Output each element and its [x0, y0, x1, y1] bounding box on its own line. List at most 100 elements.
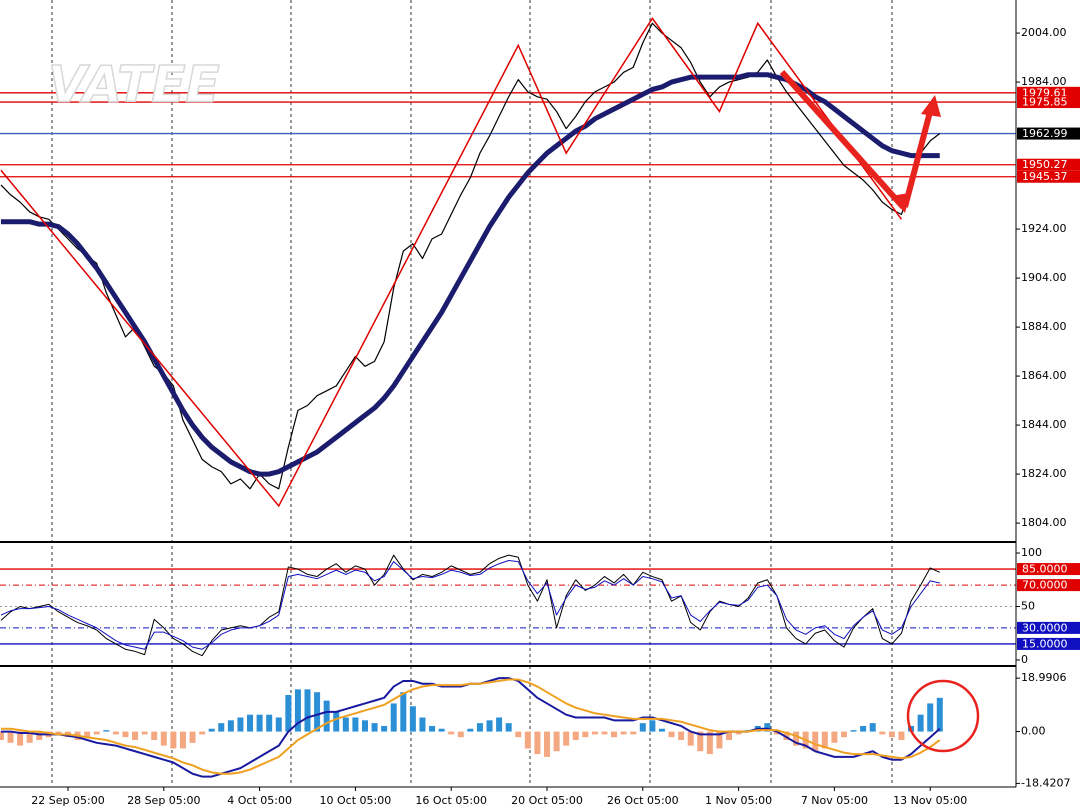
histogram-bar	[256, 714, 263, 732]
histogram-bar	[544, 731, 550, 757]
series-line	[0, 554, 940, 657]
y-tick-label: 1924.00	[1021, 222, 1067, 235]
histogram-bar	[821, 731, 828, 749]
histogram-bar	[850, 730, 857, 732]
histogram-bar	[831, 731, 838, 743]
zigzag-line	[0, 17, 903, 508]
histogram-bar	[429, 725, 436, 732]
histogram-bar	[668, 731, 675, 738]
histogram-bar	[170, 731, 177, 749]
histogram-bar	[840, 731, 847, 738]
plot: 1804.00 1824.00 1844.00 1864.00 1884.00 1904.…	[0, 17, 1080, 807]
histogram-bar	[294, 689, 301, 732]
histogram-bar	[486, 720, 493, 732]
histogram-bar	[611, 731, 618, 738]
histogram-bar	[515, 731, 522, 738]
histogram-bar	[812, 731, 819, 752]
histogram-bar	[467, 728, 474, 732]
histogram-bar	[352, 717, 359, 732]
histogram-bar	[936, 697, 943, 732]
level-box	[1017, 158, 1080, 171]
y-tick-label: 1824.00	[1021, 467, 1067, 480]
series-line	[0, 560, 940, 650]
x-tick-label: 16 Oct 05:00	[415, 794, 487, 807]
x-tick-label: 22 Sep 05:00	[31, 794, 104, 807]
level-label: 1962.99	[1022, 127, 1068, 140]
level-box	[1017, 563, 1080, 576]
histogram-bar	[783, 731, 790, 741]
histogram-bar	[457, 731, 464, 738]
histogram-bar	[582, 731, 589, 738]
histogram-bar	[36, 731, 43, 741]
histogram-bar	[208, 728, 215, 732]
y-tick-label: -18.4207	[1021, 776, 1070, 789]
x-tick-label: 4 Oct 05:00	[227, 794, 292, 807]
histogram-bar	[726, 731, 733, 741]
histogram-bar	[687, 731, 694, 746]
y-tick-label: 50	[1021, 599, 1035, 612]
histogram-bar	[620, 731, 627, 735]
histogram-bar	[304, 689, 311, 732]
histogram-bar	[448, 731, 455, 735]
histogram-bar	[563, 731, 570, 746]
histogram-bar	[0, 731, 4, 741]
histogram-bar	[438, 728, 445, 732]
histogram-bar	[103, 730, 110, 732]
level-label: 85.0000	[1022, 563, 1068, 576]
histogram-bar	[735, 731, 742, 735]
histogram-bar	[764, 723, 771, 732]
histogram-bar	[639, 723, 646, 732]
histogram-bar	[649, 720, 656, 732]
histogram-bar	[706, 731, 713, 755]
histogram-bar	[275, 717, 282, 732]
histogram-bar	[285, 695, 292, 732]
y-tick-label: 0	[1021, 653, 1028, 666]
y-tick-label: 1864.00	[1021, 369, 1067, 382]
histogram-bar	[869, 723, 876, 732]
histogram-bar	[112, 731, 119, 735]
y-tick-label: 2004.00	[1021, 26, 1067, 39]
y-tick-label: 1904.00	[1021, 271, 1067, 284]
histogram-bar	[678, 731, 685, 741]
y-tick-label: 100	[1021, 546, 1042, 559]
histogram-bar	[342, 717, 349, 732]
histogram-bar	[323, 700, 330, 732]
histogram-bar	[534, 731, 541, 755]
histogram-bar	[409, 706, 416, 732]
level-label: 70.0000	[1022, 579, 1068, 592]
x-tick-label: 26 Oct 05:00	[607, 794, 679, 807]
histogram-bar	[141, 731, 148, 735]
histogram-bar	[927, 703, 934, 732]
histogram-bar	[55, 731, 62, 735]
arrow-down	[779, 69, 906, 210]
y-tick-label: 0.00	[1021, 725, 1046, 738]
histogram-bar	[314, 692, 321, 732]
histogram-bar	[524, 731, 531, 749]
histogram-bar	[917, 714, 924, 732]
histogram-bar	[601, 731, 608, 735]
histogram-bar	[716, 731, 723, 749]
arrow-head	[921, 95, 941, 117]
histogram-bar	[773, 731, 780, 735]
y-tick-label: 1884.00	[1021, 320, 1067, 333]
histogram-bar	[381, 725, 388, 732]
histogram-bar	[476, 723, 483, 732]
y-tick-label: 1844.00	[1021, 418, 1067, 431]
histogram-bar	[84, 731, 91, 738]
highlight-circle	[906, 679, 980, 753]
histogram-bar	[227, 720, 234, 732]
x-tick-label: 13 Nov 05:00	[893, 794, 967, 807]
histogram-bar	[237, 717, 244, 732]
watermark: VATEE	[48, 56, 220, 114]
histogram-bar	[553, 731, 560, 752]
histogram-bar	[122, 731, 129, 738]
x-tick-label: 1 Nov 05:00	[705, 794, 772, 807]
arrow-up	[902, 107, 934, 208]
histogram-bar	[189, 731, 196, 743]
x-tick-label: 20 Oct 05:00	[511, 794, 583, 807]
level-box	[1017, 637, 1080, 650]
histogram-bar	[371, 723, 378, 732]
